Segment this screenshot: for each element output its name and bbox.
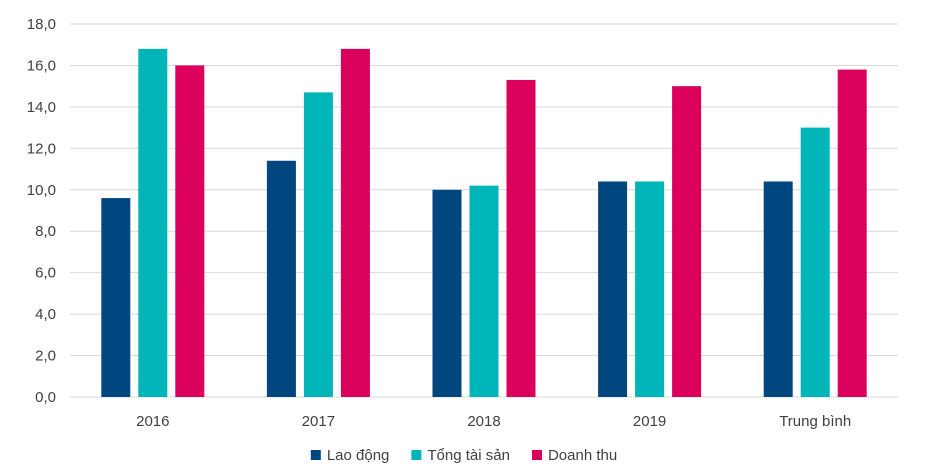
y-tick-label: 4,0 xyxy=(35,306,56,323)
y-tick-label: 0,0 xyxy=(35,389,56,406)
x-tick-label: 2018 xyxy=(467,413,500,430)
y-tick-label: 8,0 xyxy=(35,223,56,240)
bar-doanh-thu-2018 xyxy=(506,79,536,397)
bar-doanh-thu-trung-bình xyxy=(837,69,867,397)
bar-doanh-thu-2019 xyxy=(672,86,702,398)
x-tick-label: 2016 xyxy=(136,413,169,430)
y-axis-tick-labels: 0,0 2,0 4,0 6,0 8,0 10,0 12,0 14,0 16,0 18,0 xyxy=(27,16,56,406)
legend-swatch xyxy=(310,450,321,460)
bar-doanh-thu-2017 xyxy=(340,48,370,397)
bar-tổng-tài-sản-trung-bình xyxy=(800,127,830,397)
x-axis-tick-labels: 2016 2017 2018 2019 Trung bình xyxy=(136,413,851,430)
bar-lao-động-2018 xyxy=(432,189,462,397)
bar-lao-động-2017 xyxy=(266,160,296,397)
bar-tổng-tài-sản-2016 xyxy=(138,48,168,397)
bar-doanh-thu-2016 xyxy=(175,65,205,397)
bar-lao-động-trung-bình xyxy=(763,181,793,397)
y-tick-label: 16,0 xyxy=(27,57,56,74)
bar-tổng-tài-sản-2017 xyxy=(303,92,333,397)
legend-label: Lao động xyxy=(327,447,390,464)
legend-label: Doanh thu xyxy=(548,447,617,464)
legend-label: Tổng tài sản xyxy=(427,447,510,464)
x-tick-label: 2019 xyxy=(633,413,666,430)
x-tick-label: Trung bình xyxy=(779,413,851,430)
legend-swatch xyxy=(411,450,422,460)
y-tick-label: 2,0 xyxy=(35,348,56,365)
y-tick-label: 6,0 xyxy=(35,265,56,282)
bar-lao-động-2019 xyxy=(598,181,628,397)
x-tick-label: 2017 xyxy=(302,413,335,430)
bar-lao-động-2016 xyxy=(101,198,131,397)
y-tick-label: 10,0 xyxy=(27,182,56,199)
bar-tổng-tài-sản-2018 xyxy=(469,185,499,397)
bars xyxy=(101,48,867,398)
y-tick-label: 12,0 xyxy=(27,140,56,157)
y-tick-label: 14,0 xyxy=(27,99,56,116)
legend-swatch xyxy=(531,450,542,460)
y-tick-label: 18,0 xyxy=(27,16,56,33)
bar-tổng-tài-sản-2019 xyxy=(635,181,665,397)
legend: Lao động Tổng tài sản Doanh thu xyxy=(310,447,617,464)
